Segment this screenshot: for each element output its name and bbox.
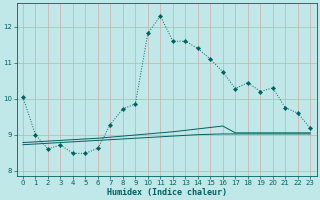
X-axis label: Humidex (Indice chaleur): Humidex (Indice chaleur) [107, 188, 227, 197]
